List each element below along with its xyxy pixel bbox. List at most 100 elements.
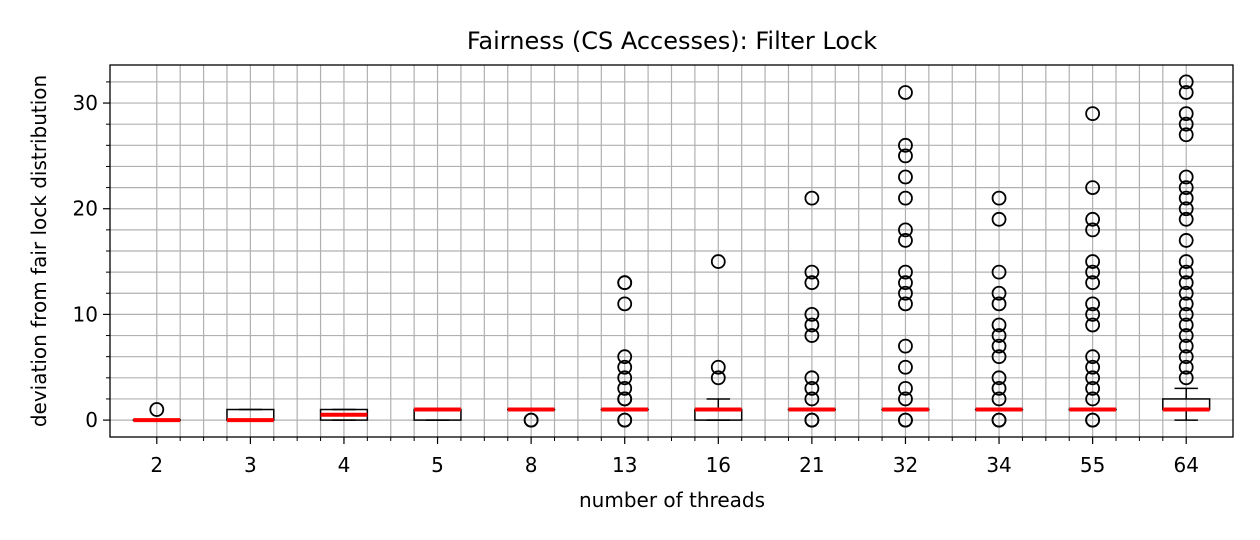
flier-point [898, 148, 913, 164]
flier-point [898, 222, 913, 238]
flier-point [1085, 412, 1101, 428]
y-axis: 0 10 20 30 [73, 81, 110, 432]
y-tick-label: 0 [85, 408, 98, 432]
flier-point [898, 137, 913, 153]
flier-point [1085, 380, 1101, 396]
flier-point [898, 169, 913, 185]
flier-point [1178, 254, 1194, 269]
flier-point [804, 317, 820, 333]
flier-point [898, 275, 913, 291]
flier-point [1085, 222, 1101, 238]
fliers [149, 74, 1194, 428]
flier-point [617, 380, 633, 396]
x-tick-label: 64 [1173, 453, 1198, 477]
flier-point [1178, 180, 1194, 195]
flier-point [617, 349, 633, 365]
y-axis-label: deviation from fair lock distribution [27, 75, 51, 427]
x-tick-label: 3 [244, 453, 257, 477]
flier-point [804, 391, 820, 407]
x-tick-label: 13 [612, 453, 637, 477]
flier-point [991, 317, 1007, 333]
flier-point [991, 211, 1007, 227]
flier-point [1178, 74, 1194, 90]
flier-point [1085, 370, 1101, 386]
flier-point [991, 264, 1007, 280]
flier-point [1085, 359, 1101, 375]
y-tick-label: 30 [73, 91, 98, 115]
flier-point [1085, 317, 1101, 333]
flier-point [1178, 190, 1194, 206]
flier-point [804, 328, 820, 343]
flier-point [1178, 85, 1194, 100]
flier-point [991, 190, 1007, 206]
x-axis: 2 3 4 5 8 13 16 21 32 34 55 64 [150, 437, 1199, 477]
flier-point [617, 275, 633, 291]
flier-point [1178, 317, 1194, 333]
flier-point [1178, 264, 1194, 280]
flier-point [898, 285, 913, 301]
flier-point [1178, 338, 1194, 354]
flier-point [1085, 349, 1101, 365]
flier-point [710, 370, 726, 386]
flier-point [1178, 359, 1194, 375]
flier-point [617, 412, 633, 428]
flier-point [991, 349, 1007, 365]
flier-point [1085, 180, 1101, 195]
flier-point [1085, 307, 1101, 322]
y-tick-label: 20 [73, 197, 98, 221]
flier-point [804, 370, 820, 386]
flier-point [898, 296, 913, 312]
x-tick-label: 55 [1080, 453, 1105, 477]
flier-point [1178, 275, 1194, 291]
flier-point [523, 412, 539, 428]
flier-point [1178, 307, 1194, 322]
flier-point [898, 380, 913, 396]
x-tick-label: 4 [338, 453, 351, 477]
flier-point [991, 391, 1007, 407]
flier-point [1085, 106, 1101, 122]
flier-point [149, 402, 165, 417]
flier-point [898, 190, 913, 206]
flier-point [991, 285, 1007, 301]
flier-point [617, 391, 633, 407]
flier-point [991, 328, 1007, 343]
flier-point [898, 85, 913, 100]
flier-point [1085, 296, 1101, 312]
flier-point [804, 307, 820, 322]
y-tick-label: 10 [73, 302, 98, 326]
flier-point [991, 296, 1007, 312]
flier-point [991, 338, 1007, 354]
flier-point [991, 370, 1007, 386]
medians [133, 407, 1210, 423]
flier-point [1178, 106, 1194, 122]
flier-point [898, 391, 913, 407]
flier-point [1178, 169, 1194, 185]
flier-point [804, 412, 820, 428]
flier-point [1178, 296, 1194, 312]
flier-point [1085, 264, 1101, 280]
flier-point [1085, 391, 1101, 407]
x-tick-label: 21 [799, 453, 824, 477]
grid [110, 65, 1233, 437]
flier-point [991, 380, 1007, 396]
x-tick-label: 34 [986, 453, 1011, 477]
flier-point [991, 412, 1007, 428]
flier-point [1085, 211, 1101, 227]
x-tick-label: 32 [893, 453, 918, 477]
flier-point [804, 380, 820, 396]
flier-point [1178, 349, 1194, 365]
x-axis-label: number of threads [579, 488, 765, 512]
flier-point [898, 264, 913, 280]
chart-title: Fairness (CS Accesses): Filter Lock [467, 27, 877, 55]
x-tick-label: 16 [706, 453, 731, 477]
flier-point [1178, 328, 1194, 343]
flier-point [898, 412, 913, 428]
x-tick-label: 5 [431, 453, 444, 477]
flier-point [710, 254, 726, 269]
flier-point [804, 264, 820, 280]
flier-point [1178, 116, 1194, 132]
flier-point [710, 359, 726, 375]
flier-point [1178, 127, 1194, 143]
flier-point [1178, 285, 1194, 301]
